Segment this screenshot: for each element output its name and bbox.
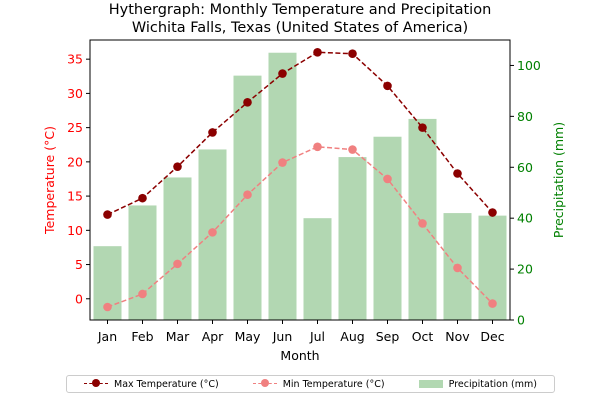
precip-bar-mar (163, 177, 192, 320)
max-temp-point-apr (208, 128, 217, 137)
y-left-tick-label: 0 (75, 291, 83, 306)
y-right-tick-label: 60 (517, 160, 533, 175)
max-temp-point-mar (173, 162, 182, 171)
precip-bar-sep (373, 136, 402, 320)
x-tick-label-mar: Mar (166, 329, 190, 344)
x-axis-label: Month (280, 348, 319, 363)
legend-label-precipitation: Precipitation (mm) (448, 378, 537, 390)
max-temp-point-may (243, 97, 252, 107)
y-left-tick-label: 35 (67, 52, 83, 67)
min-temp-point-sep (383, 174, 392, 184)
min-temp-point-jun (278, 158, 287, 167)
legend-swatch-precipitation (418, 380, 443, 388)
y-left-tick-label: 30 (67, 86, 83, 101)
precip-bar-jul (303, 218, 332, 320)
max-temp-point-nov (453, 169, 462, 178)
x-tick-label-apr: Apr (202, 329, 224, 344)
x-tick-label-nov: Nov (445, 329, 470, 344)
y-right-tick-label: 40 (517, 211, 533, 226)
chart-legend: Max Temperature (°C) Min Temperature (°C… (66, 375, 555, 393)
max-temp-point-oct (418, 123, 427, 132)
max-temp-point-dec (488, 208, 497, 217)
x-tick-label-dec: Dec (480, 329, 504, 344)
min-temp-point-oct (418, 219, 427, 228)
plot-frame (89, 39, 511, 321)
min-temp-point-nov (453, 263, 462, 273)
y-left-tick-label: 25 (67, 120, 83, 135)
max-temp-point-sep (383, 81, 392, 91)
x-tick-label-may: May (235, 329, 261, 344)
legend-label-max-temp: Max Temperature (°C) (114, 378, 219, 390)
y-right-tick-label: 20 (517, 262, 533, 277)
x-tick-label-jul: Jul (309, 329, 325, 344)
min-temp-point-mar (173, 259, 182, 269)
max-temp-point-jun (278, 69, 287, 78)
min-temp-point-aug (348, 145, 357, 154)
precip-bar-feb (128, 205, 157, 320)
min-temp-point-jul (313, 142, 322, 152)
max-temp-point-feb (138, 193, 147, 203)
x-tick-label-aug: Aug (340, 329, 364, 344)
max-temp-point-jul (313, 48, 322, 57)
axes: 0 5 10 15 20 25 30 35 0 20 40 60 80 100 Jan Feb Mar Apr Ma… (67, 39, 541, 344)
y-right-tick-label: 80 (517, 109, 533, 124)
x-tick-label-feb: Feb (131, 329, 153, 344)
x-tick-label-oct: Oct (412, 329, 434, 344)
precip-bar-aug (338, 157, 367, 320)
min-temp-point-feb (138, 289, 147, 299)
legend-swatch-min-temp (252, 379, 277, 389)
y-left-tick-label: 5 (75, 257, 83, 272)
legend-item-precipitation: Precipitation (mm) (418, 378, 537, 390)
legend-item-min-temp: Min Temperature (°C) (252, 378, 385, 390)
max-temp-line (107, 51, 494, 216)
chart-subtitle: Wichita Falls, Texas (United States of A… (132, 20, 468, 36)
chart-title: Hythergraph: Monthly Temperature and Pre… (109, 2, 492, 18)
y-axis-right-label: Precipitation (mm) (551, 122, 566, 238)
x-tick-label-jun: Jun (272, 329, 293, 344)
precip-bar-jun (268, 52, 297, 321)
y-axis-left-label: Temperature (°C) (42, 126, 57, 235)
y-right-tick-label: 0 (517, 313, 525, 328)
x-tick-label-sep: Sep (376, 329, 400, 344)
min-temp-point-dec (488, 299, 497, 308)
legend-label-min-temp: Min Temperature (°C) (282, 378, 385, 390)
x-tick-label-jan: Jan (97, 329, 117, 344)
min-temp-point-apr (208, 228, 217, 237)
min-temp-point-may (243, 190, 252, 200)
y-left-tick-label: 15 (67, 189, 83, 204)
legend-swatch-max-temp (84, 379, 109, 389)
min-temp-point-jan (103, 302, 112, 312)
max-temp-point-aug (348, 49, 357, 58)
legend-item-max-temp: Max Temperature (°C) (84, 379, 219, 390)
max-temp-point-jan (103, 210, 112, 219)
temperature-lines (103, 48, 497, 312)
y-right-tick-label: 100 (517, 58, 541, 73)
y-left-tick-label: 10 (67, 223, 83, 238)
y-left-tick-label: 20 (67, 154, 83, 169)
min-temp-line (107, 146, 494, 308)
